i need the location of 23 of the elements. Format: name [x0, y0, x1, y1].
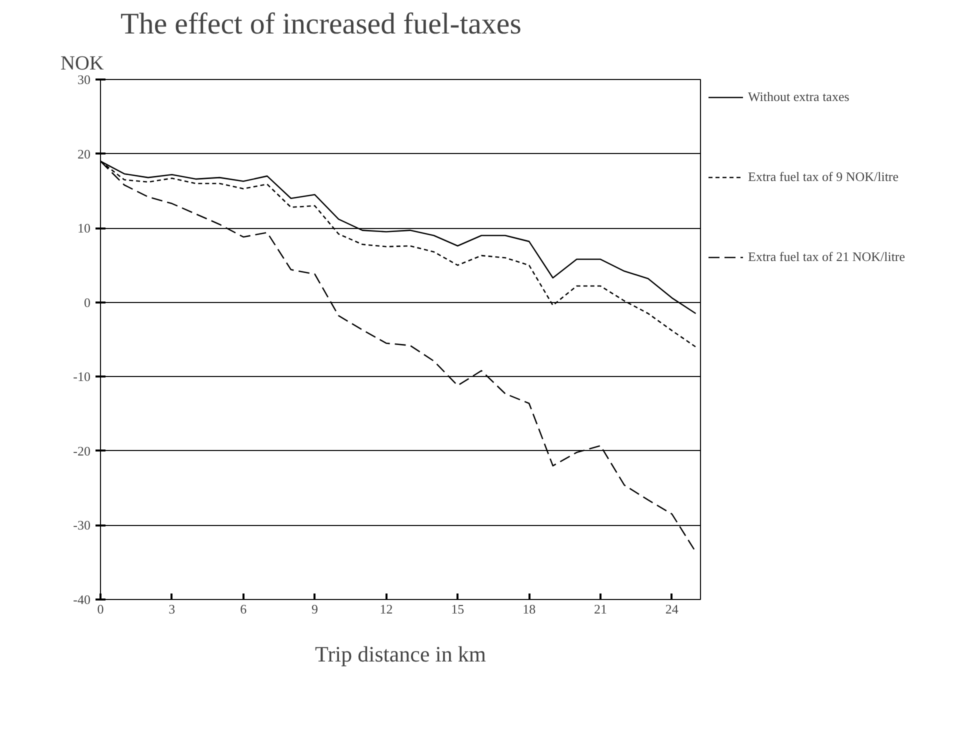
x-tick-label: 18	[522, 602, 536, 616]
y-tick-label: -20	[73, 443, 91, 458]
legend-label: Extra fuel tax of 21 NOK/litre	[748, 249, 906, 265]
legend-label: Extra fuel tax of 9 NOK/litre	[748, 169, 899, 185]
x-tick-label: 12	[380, 602, 393, 616]
y-tick-label: -40	[73, 592, 91, 607]
y-tick-label: -10	[73, 369, 91, 384]
legend-label: Without extra taxes	[748, 89, 850, 105]
y-axis-title: NOK	[60, 52, 104, 74]
x-tick-label: 24	[665, 602, 679, 616]
x-tick-label: 3	[168, 602, 176, 616]
x-tick-label: 6	[240, 602, 248, 616]
y-tick-label: -30	[73, 518, 91, 533]
y-tick-label: 20	[78, 146, 90, 162]
x-tick-label: 0	[97, 602, 104, 616]
y-tick-label: 0	[84, 294, 90, 310]
x-tick-label: 15	[451, 602, 464, 616]
y-tick-label: 10	[78, 220, 90, 236]
chart-title: The effect of increased fuel-taxes	[120, 8, 522, 40]
x-tick-label: 9	[312, 602, 318, 616]
x-tick-label: 21	[594, 602, 607, 616]
x-axis-title: Trip distance in km	[315, 642, 486, 666]
y-tick-label: 30	[78, 72, 90, 87]
